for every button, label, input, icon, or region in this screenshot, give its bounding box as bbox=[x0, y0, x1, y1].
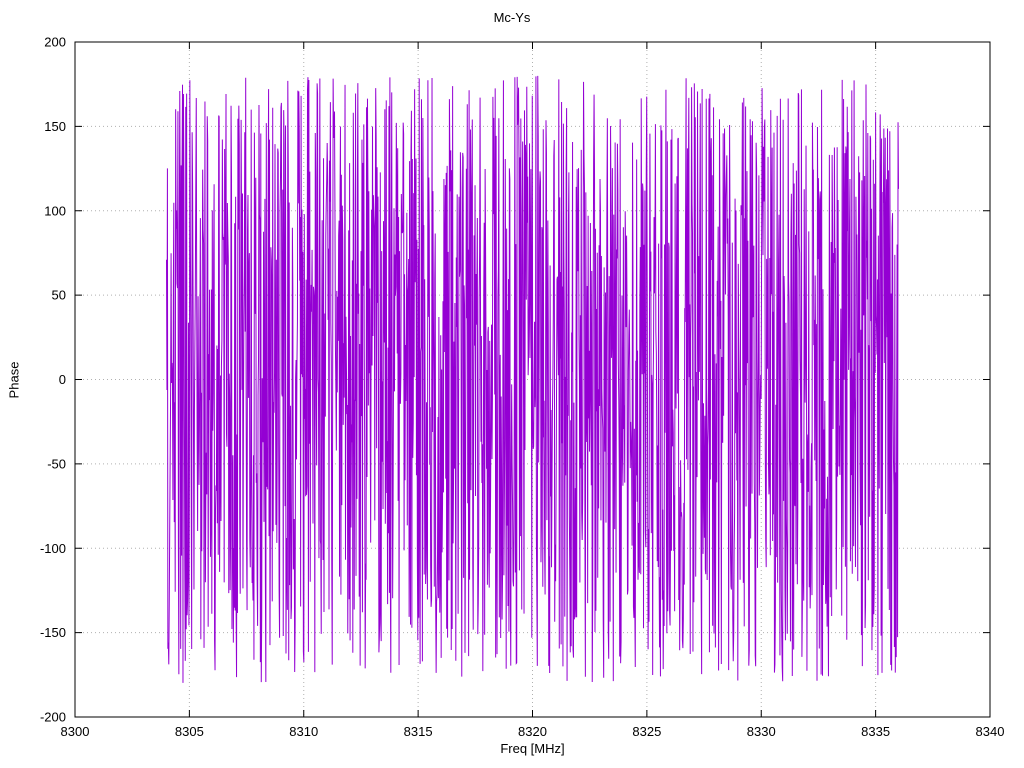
y-tick-label: 0 bbox=[59, 372, 66, 387]
y-tick-label: 200 bbox=[44, 35, 66, 50]
y-tick-label: 100 bbox=[44, 203, 66, 218]
y-tick-label: -150 bbox=[40, 625, 66, 640]
x-tick-label: 8330 bbox=[747, 724, 776, 739]
x-tick-label: 8340 bbox=[976, 724, 1005, 739]
chart-title: Mc-Ys bbox=[493, 10, 531, 25]
y-tick-label: 50 bbox=[52, 288, 66, 303]
x-tick-label: 8325 bbox=[632, 724, 661, 739]
x-axis-label: Freq [MHz] bbox=[500, 741, 565, 756]
y-tick-label: -50 bbox=[47, 456, 66, 471]
y-tick-label: -200 bbox=[40, 710, 66, 725]
x-tick-label: 8310 bbox=[289, 724, 318, 739]
phase-trace bbox=[166, 75, 899, 683]
y-tick-label: -100 bbox=[40, 541, 66, 556]
x-tick-label: 8335 bbox=[861, 724, 890, 739]
y-tick-label: 150 bbox=[44, 119, 66, 134]
x-tick-label: 8305 bbox=[175, 724, 204, 739]
x-tick-label: 8300 bbox=[61, 724, 90, 739]
x-tick-label: 8315 bbox=[404, 724, 433, 739]
x-tick-label: 8320 bbox=[518, 724, 547, 739]
